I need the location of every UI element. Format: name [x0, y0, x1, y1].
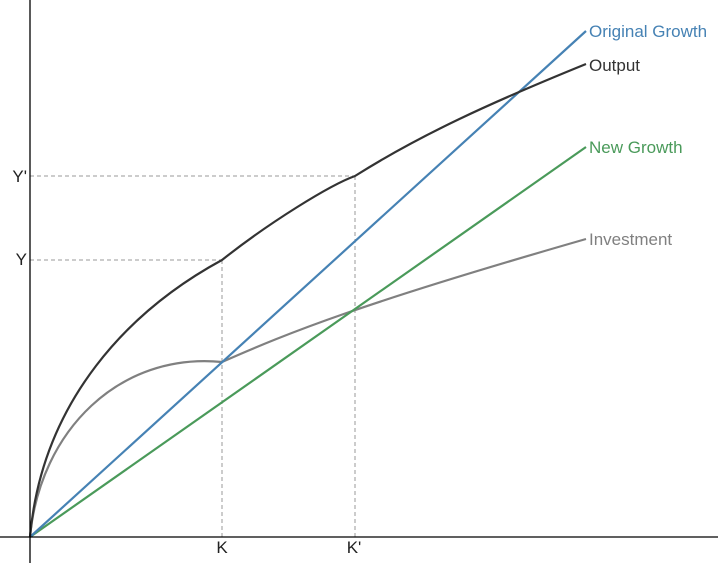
series-line-original-growth [29, 30, 587, 538]
tick-label-k-prime: K' [347, 538, 362, 557]
series-label-output: Output [589, 56, 640, 75]
series-labels: Original Growth Output New Growth Invest… [589, 22, 707, 249]
series-line-new-growth [29, 146, 587, 538]
guide-lines [30, 175, 356, 537]
series-label-new-growth: New Growth [589, 138, 683, 157]
tick-label-y: Y [16, 250, 27, 269]
series-label-investment: Investment [589, 230, 672, 249]
curves [28, 30, 587, 538]
tick-label-y-prime: Y' [12, 167, 27, 186]
tick-labels: K K' Y Y' [12, 167, 361, 557]
tick-label-k: K [216, 538, 228, 557]
series-line-output [28, 62, 587, 538]
series-label-original-growth: Original Growth [589, 22, 707, 41]
